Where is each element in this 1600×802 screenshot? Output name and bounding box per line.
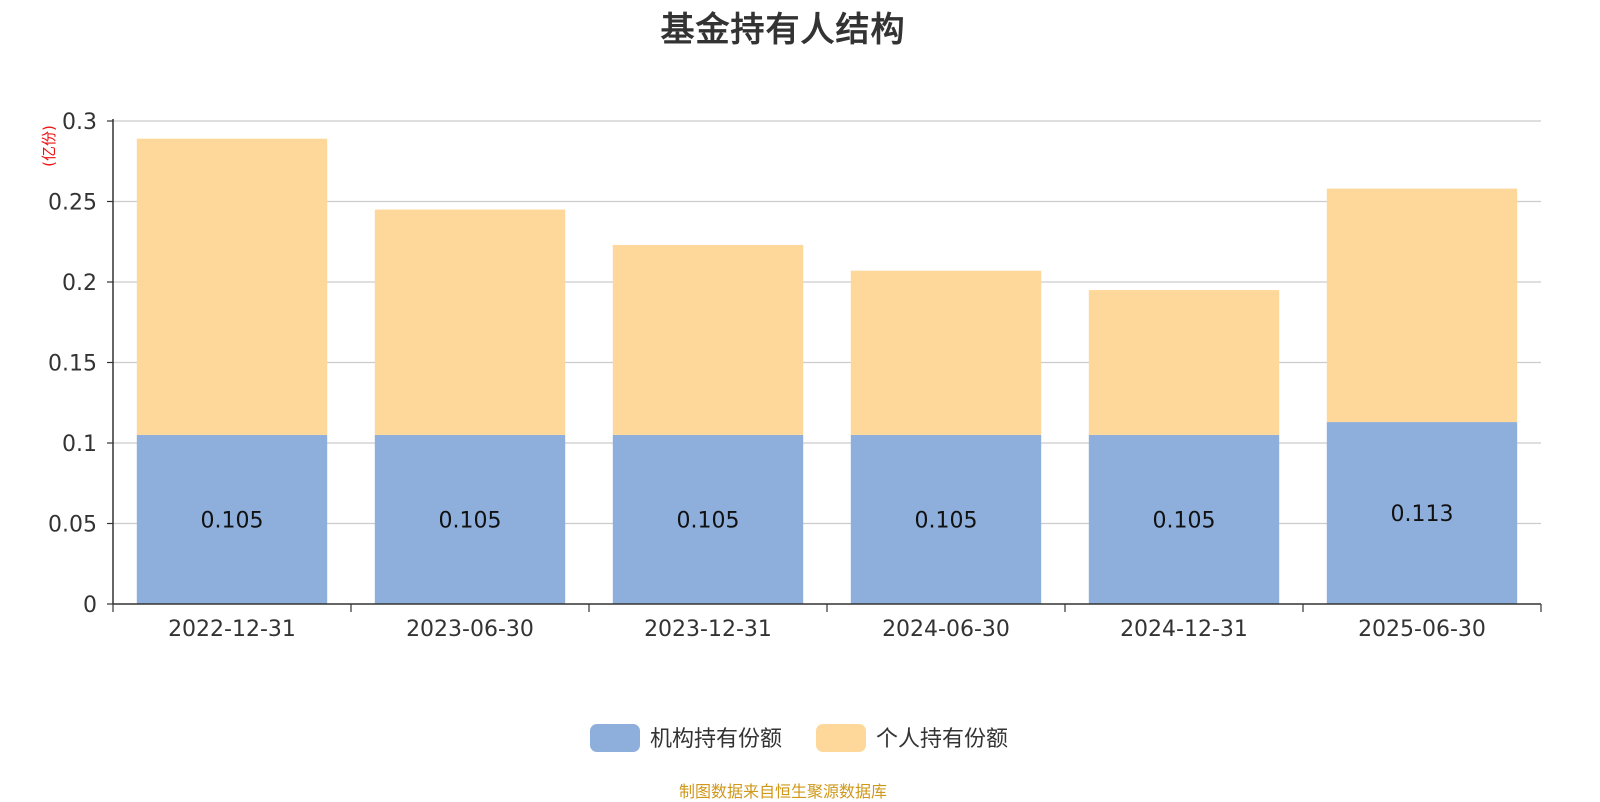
y-tick-label: 0: [83, 593, 97, 618]
bar-data-label: 0.105: [915, 508, 978, 533]
bar-individual[interactable]: [1326, 188, 1518, 423]
bar-institutional[interactable]: [136, 434, 328, 604]
bar-data-label: 0.105: [201, 508, 264, 533]
legend-swatch[interactable]: [816, 724, 866, 752]
bar-individual[interactable]: [1088, 290, 1280, 435]
bar-data-label: 0.113: [1391, 502, 1454, 527]
bar-individual[interactable]: [850, 270, 1042, 435]
y-tick-label: 0.1: [62, 432, 97, 457]
bar-institutional[interactable]: [1088, 434, 1280, 604]
source-note: 制图数据来自恒生聚源数据库: [678, 782, 887, 801]
bar-data-label: 0.105: [1153, 508, 1216, 533]
legend-label[interactable]: 个人持有份额: [876, 727, 1008, 752]
bars: 0.105 0.105 0.105 0.105 0.105 0.113: [136, 138, 1518, 604]
y-tick-label: 0.05: [48, 513, 97, 538]
x-tick-label: 2023-06-30: [406, 617, 534, 642]
bar-individual[interactable]: [374, 209, 566, 435]
x-tick-label: 2022-12-31: [168, 617, 296, 642]
y-axis-unit-label: (亿份): [40, 125, 58, 167]
bar-institutional[interactable]: [612, 434, 804, 604]
x-tick-label: 2025-06-30: [1358, 617, 1486, 642]
chart-title: 基金持有人结构: [660, 10, 906, 50]
y-tick-label: 0.2: [62, 271, 97, 296]
y-tick-label: 0.15: [48, 352, 97, 377]
x-tick-label: 2024-06-30: [882, 617, 1010, 642]
bar-individual[interactable]: [136, 138, 328, 435]
legend-label[interactable]: 机构持有份额: [650, 727, 782, 752]
y-tick-label: 0.25: [48, 191, 97, 216]
bar-individual[interactable]: [612, 244, 804, 435]
bar-institutional[interactable]: [374, 434, 566, 604]
x-tick-label: 2024-12-31: [1120, 617, 1248, 642]
bar-data-label: 0.105: [677, 508, 740, 533]
x-tick-label: 2023-12-31: [644, 617, 772, 642]
legend-swatch[interactable]: [590, 724, 640, 752]
bar-institutional[interactable]: [1326, 422, 1518, 604]
grid-lines: [113, 120, 1541, 525]
axes: 0 0.05 0.1 0.15 0.2 0.25 0.3(亿份) 2022-12-31 2023…: [40, 110, 1542, 642]
y-tick-label: 0.3: [62, 110, 97, 135]
bar-institutional[interactable]: [850, 434, 1042, 604]
bar-data-label: 0.105: [439, 508, 502, 533]
legend[interactable]: 机构持有份额 个人持有份额: [590, 724, 1008, 752]
